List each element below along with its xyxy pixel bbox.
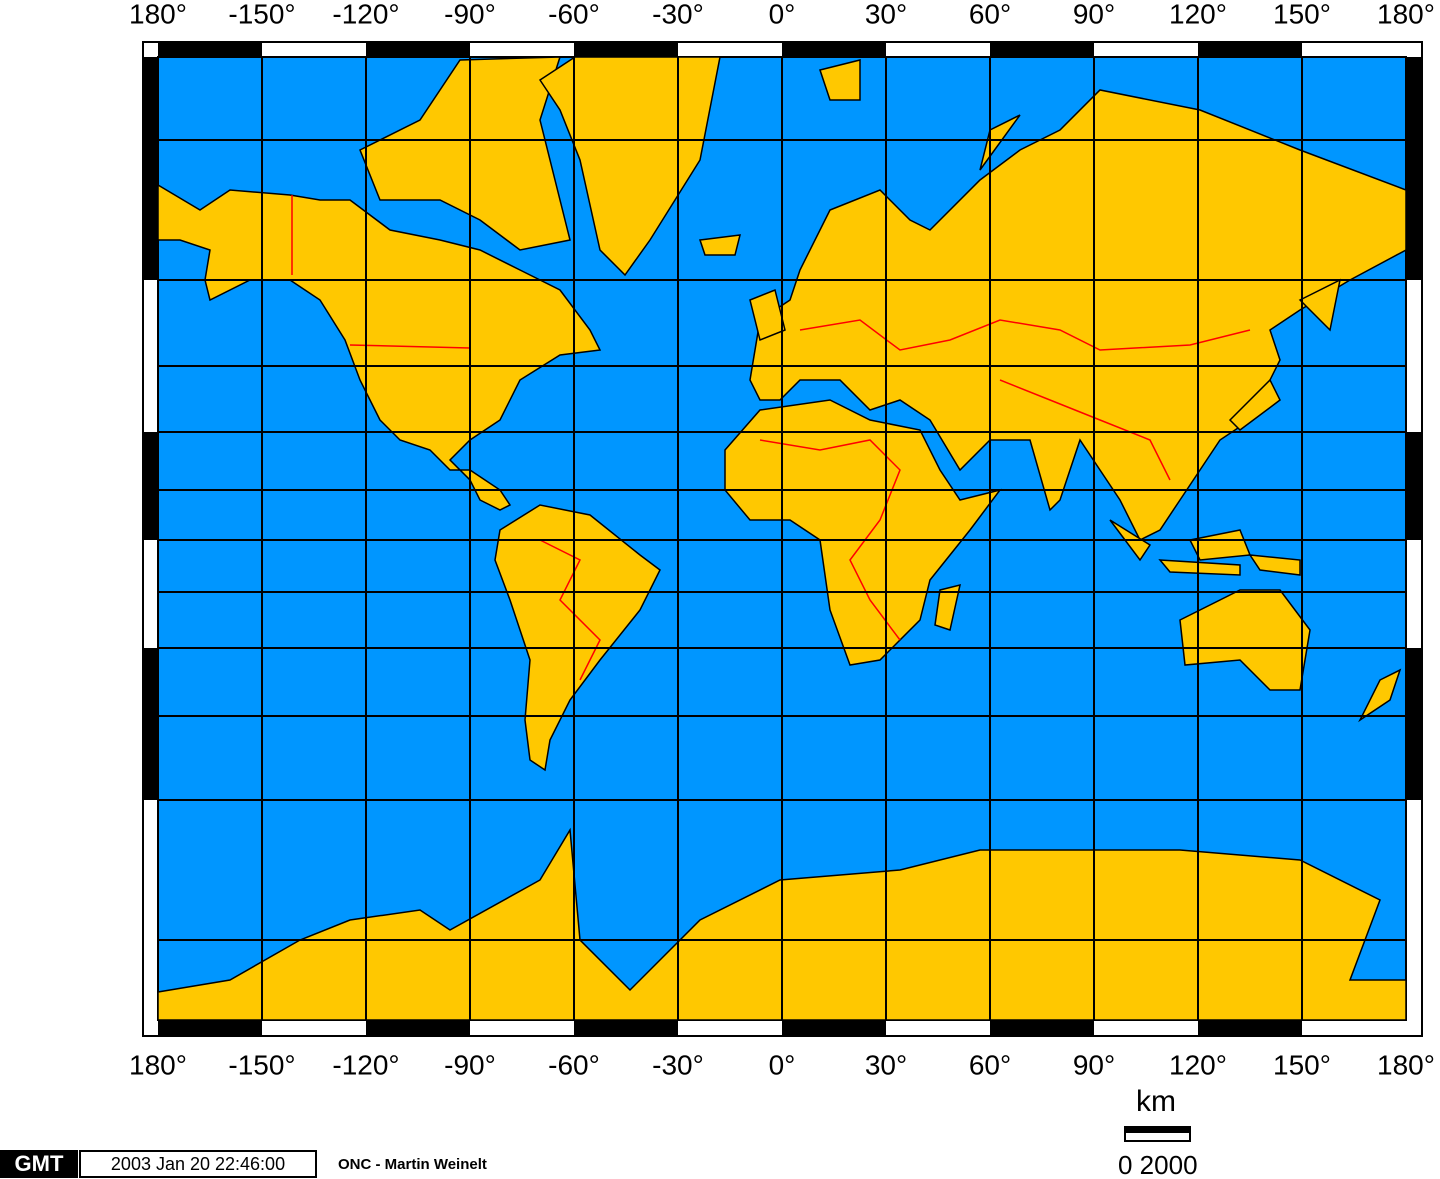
frame-band — [574, 1020, 678, 1036]
x-tick-label: 120° — [1169, 0, 1227, 29]
x-tick-label: 150° — [1273, 1049, 1331, 1080]
frame-band — [574, 42, 678, 57]
frame-band — [782, 42, 886, 57]
frame-band — [990, 42, 1094, 57]
frame-band — [366, 42, 470, 57]
x-tick-label: -90° — [444, 1049, 496, 1080]
x-tick-label: -30° — [652, 0, 704, 29]
x-tick-label: 180° — [1377, 0, 1435, 29]
gmt-label: GMT — [15, 1151, 64, 1176]
x-tick-label: 180° — [129, 1049, 187, 1080]
x-tick-label: 0° — [769, 1049, 796, 1080]
x-tick-label: 120° — [1169, 1049, 1227, 1080]
frame-bands — [143, 42, 1422, 1036]
borders — [291, 195, 1251, 681]
frame-band — [990, 1020, 1094, 1036]
x-tick-label: 90° — [1073, 0, 1115, 29]
timestamp-box — [79, 1150, 317, 1178]
x-tick-label: -120° — [332, 1049, 399, 1080]
x-tick-label: -120° — [332, 0, 399, 29]
timestamp: 2003 Jan 20 22:46:00 — [111, 1154, 285, 1174]
frame-band — [158, 42, 262, 57]
scale-label: 0 2000 — [1118, 1150, 1198, 1179]
x-tick-label: 90° — [1073, 1049, 1115, 1080]
x-tick-label: -150° — [228, 1049, 295, 1080]
x-tick-label: -150° — [228, 0, 295, 29]
frame-band — [158, 1020, 262, 1036]
x-tick-label: -90° — [444, 0, 496, 29]
x-tick-label: 30° — [865, 0, 907, 29]
x-tick-label: 0° — [769, 0, 796, 29]
x-tick-label: 150° — [1273, 0, 1331, 29]
x-tick-label: 60° — [969, 1049, 1011, 1080]
frame-band — [1198, 1020, 1302, 1036]
frame-band — [1198, 42, 1302, 57]
x-tick-label: 60° — [969, 0, 1011, 29]
frame-band — [782, 1020, 886, 1036]
credit: ONC - Martin Weinelt — [338, 1156, 487, 1173]
x-tick-label: 180° — [129, 0, 187, 29]
x-tick-label: 180° — [1377, 1049, 1435, 1080]
x-tick-label: -30° — [652, 1049, 704, 1080]
gmt-badge — [0, 1150, 78, 1178]
frame-band — [366, 1020, 470, 1036]
x-tick-label: -60° — [548, 0, 600, 29]
scale-bar — [1124, 1126, 1191, 1142]
scale-unit: km — [1136, 1085, 1176, 1118]
x-tick-label: -60° — [548, 1049, 600, 1080]
x-tick-label: 30° — [865, 1049, 907, 1080]
